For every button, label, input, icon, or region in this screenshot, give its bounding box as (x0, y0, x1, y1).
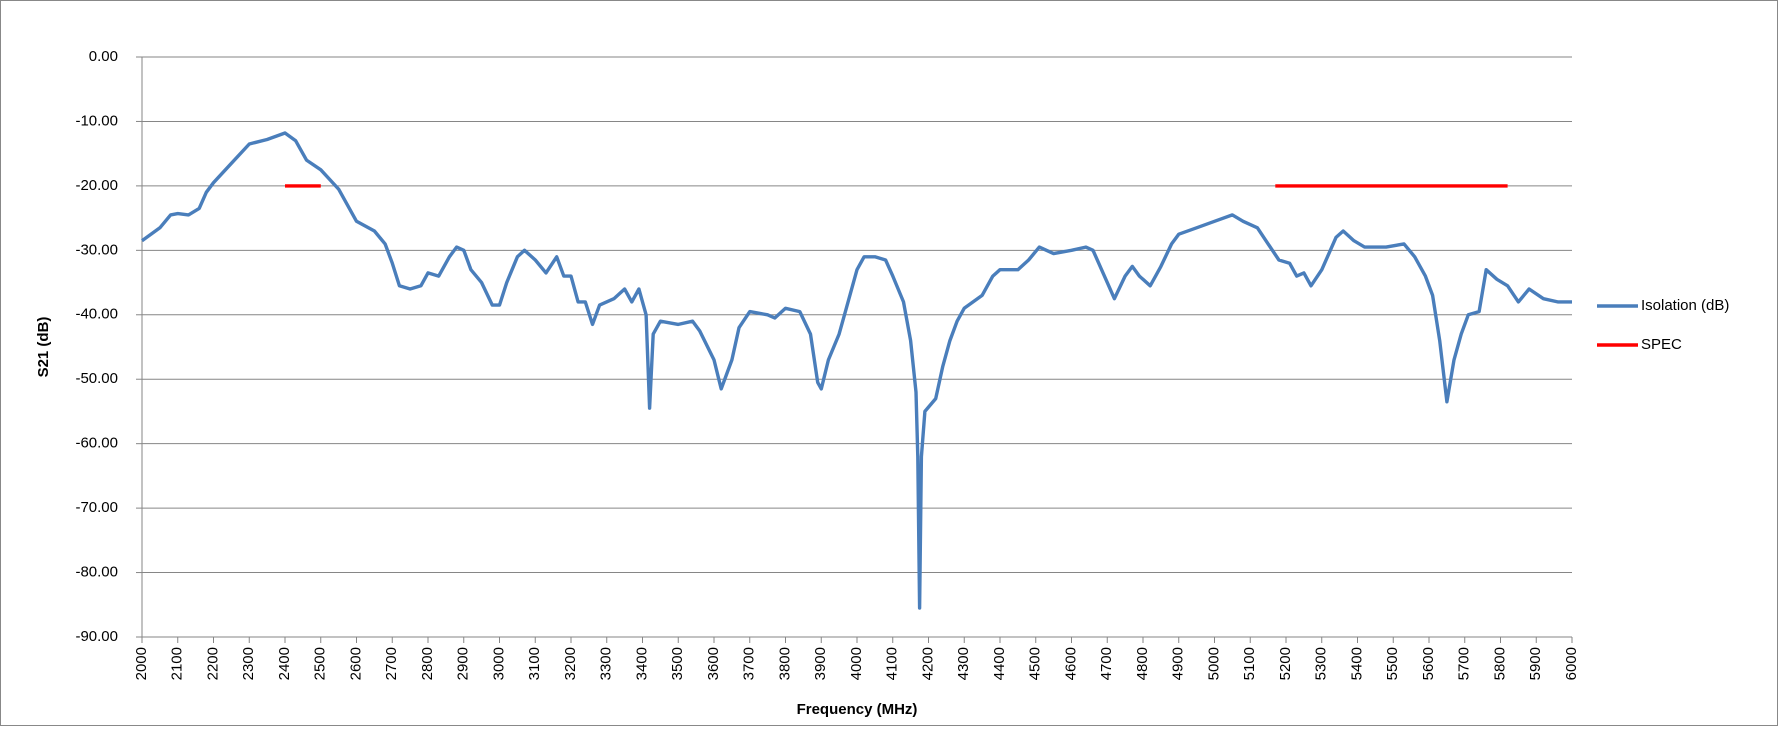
x-tick-label: 3100 (526, 647, 543, 680)
x-tick-label: 3600 (705, 647, 722, 680)
y-tick-label: -20.00 (75, 177, 118, 194)
x-tick-label: 2700 (383, 647, 400, 680)
legend-label: SPEC (1641, 336, 1682, 353)
x-tick-label: 5800 (1491, 647, 1508, 680)
x-tick-label: 4600 (1062, 647, 1079, 680)
y-tick-label: -60.00 (75, 435, 118, 452)
x-tick-label: 4200 (919, 647, 936, 680)
y-tick-label: -50.00 (75, 370, 118, 387)
x-tick-label: 2200 (204, 647, 221, 680)
x-tick-label: 3500 (669, 647, 686, 680)
x-tick-label: 4700 (1098, 647, 1115, 680)
x-tick-label: 3400 (633, 647, 650, 680)
y-tick-label: -90.00 (75, 628, 118, 645)
x-tick-label: 2600 (347, 647, 364, 680)
x-tick-label: 5200 (1277, 647, 1294, 680)
x-tick-label: 3300 (598, 647, 615, 680)
x-tick-label: 3900 (812, 647, 829, 680)
y-tick-label: -80.00 (75, 564, 118, 581)
x-tick-label: 5400 (1348, 647, 1365, 680)
x-tick-label: 4900 (1170, 647, 1187, 680)
x-tick-label: 2100 (169, 647, 186, 680)
x-tick-label: 5300 (1313, 647, 1330, 680)
x-tick-label: 3200 (562, 647, 579, 680)
x-tick-label: 5600 (1420, 647, 1437, 680)
x-tick-label: 3000 (490, 647, 507, 680)
x-tick-label: 3800 (776, 647, 793, 680)
x-axis-title: Frequency (MHz) (797, 701, 918, 718)
x-tick-label: 4500 (1027, 647, 1044, 680)
x-tick-label: 4000 (848, 647, 865, 680)
x-tick-label: 5700 (1456, 647, 1473, 680)
y-tick-label: 0.00 (89, 48, 118, 65)
x-tick-label: 5500 (1384, 647, 1401, 680)
y-axis-title: S21 (dB) (35, 317, 52, 378)
y-tick-label: -70.00 (75, 499, 118, 516)
y-tick-label: -40.00 (75, 306, 118, 323)
x-tick-label: 2400 (276, 647, 293, 680)
x-tick-label: 3700 (741, 647, 758, 680)
y-tick-label: -30.00 (75, 241, 118, 258)
x-tick-label: 2300 (240, 647, 257, 680)
x-tick-label: 6000 (1563, 647, 1580, 680)
x-tick-label: 4800 (1134, 647, 1151, 680)
x-tick-label: 5100 (1241, 647, 1258, 680)
y-tick-label: -10.00 (75, 112, 118, 129)
x-tick-label: 5900 (1527, 647, 1544, 680)
x-tick-label: 4100 (884, 647, 901, 680)
x-tick-label: 4300 (955, 647, 972, 680)
series-line (141, 131, 1572, 610)
x-tick-label: 2000 (133, 647, 150, 680)
x-tick-label: 4400 (991, 647, 1008, 680)
x-tick-label: 2800 (419, 647, 436, 680)
x-tick-label: 5000 (1205, 647, 1222, 680)
legend-label: Isolation (dB) (1641, 297, 1729, 314)
x-tick-label: 2500 (312, 647, 329, 680)
x-tick-label: 2900 (455, 647, 472, 680)
